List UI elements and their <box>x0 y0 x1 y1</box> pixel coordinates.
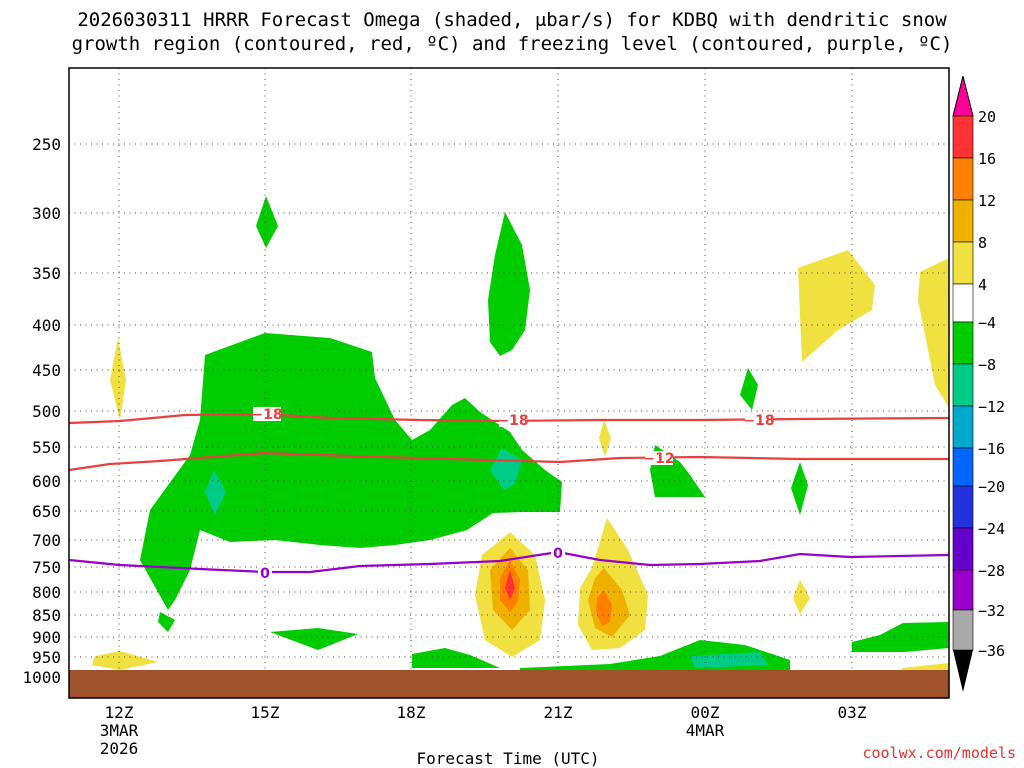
contour-label-minus18-b: −18 <box>497 413 528 429</box>
colorbar-label: −16 <box>978 440 1005 458</box>
y-tick-label: 350 <box>32 264 61 283</box>
colorbar-segment <box>952 157 974 201</box>
x-date-label: 4MAR <box>686 721 725 740</box>
omega-region-green-lower-right <box>852 622 949 652</box>
omega-region-green-sliver <box>158 612 175 632</box>
omega-region-yellow-edge-surface <box>902 663 949 672</box>
y-tick-label: 300 <box>32 204 61 223</box>
x-tick-label: 00Z <box>691 703 720 722</box>
colorbar-top-arrow <box>952 75 974 117</box>
omega-region-yellow-left <box>110 338 126 420</box>
colorbar-label: 16 <box>978 150 996 168</box>
y-tick-label: 800 <box>32 583 61 602</box>
colorbar-segment <box>952 199 974 243</box>
contour-label-minus18-c: −18 <box>743 413 774 429</box>
omega-region-green-surface-left <box>412 648 500 668</box>
omega-region-red-20z <box>505 570 515 600</box>
omega-region-yellow-02z <box>793 580 810 614</box>
colorbar-label: 12 <box>978 192 996 210</box>
y-tick-label: 750 <box>32 558 61 577</box>
colorbar-label: −24 <box>978 520 1005 538</box>
ground-terrain <box>69 670 949 698</box>
x-tick-label: 12Z <box>105 703 134 722</box>
y-tick-label: 950 <box>32 648 61 667</box>
colorbar-label: −32 <box>978 602 1005 620</box>
colorbar-label: −12 <box>978 398 1005 416</box>
y-tick-label: 500 <box>32 402 61 421</box>
omega-region-green-upper <box>488 212 530 356</box>
y-tick-label: 400 <box>32 316 61 335</box>
colorbar-segment <box>952 485 974 529</box>
contour-label-zero-a: 0 <box>260 566 270 582</box>
chart-title-line2: growth region (contoured, red, ºC) and f… <box>71 33 953 55</box>
y-tick-label: 900 <box>32 628 61 647</box>
colorbar-label: −4 <box>978 314 996 332</box>
colorbar-segment <box>952 363 974 407</box>
contour-line-minus18 <box>69 412 949 425</box>
y-tick-label: 450 <box>32 361 61 380</box>
omega-region-green-02z <box>791 462 808 515</box>
contour-label-minus12: −12 <box>643 451 674 467</box>
omega-region-main <box>140 333 562 610</box>
colorbar-bottom-arrow <box>953 650 973 692</box>
y-tick-label: 250 <box>32 135 61 154</box>
omega-region-yellow-upper-right <box>798 250 875 362</box>
contour-line-minus12 <box>69 451 949 472</box>
colorbar-label: −36 <box>978 642 1005 660</box>
colorbar-label: −28 <box>978 562 1005 580</box>
omega-region-green-diamond-15z <box>256 196 278 248</box>
colorbar-segment <box>952 609 974 651</box>
y-tick-label: 600 <box>32 472 61 491</box>
colorbar-segment <box>952 283 974 323</box>
colorbar-segment <box>952 241 974 285</box>
y-tick-label: 550 <box>32 438 61 457</box>
omega-region-yellow-surface <box>92 651 158 670</box>
colorbar-label: 20 <box>978 108 996 126</box>
colorbar-label: 8 <box>978 234 987 252</box>
colorbar: 20 16 12 8 4 −4 −8 −12 −16 −20 −24 −28 −… <box>952 75 1005 692</box>
x-date-label: 2026 <box>100 739 139 758</box>
x-axis: 12Z 15Z 18Z 21Z 00Z 03Z 3MAR 2026 4MAR F… <box>100 703 867 768</box>
y-tick-label: 650 <box>32 502 61 521</box>
credit-link[interactable]: coolwx.com/models <box>862 744 1016 762</box>
colorbar-segment <box>952 115 974 159</box>
contour-label-zero-b: 0 <box>553 546 563 562</box>
colorbar-segment <box>952 405 974 449</box>
y-tick-label: 1000 <box>22 668 61 687</box>
contour-line-freezing-level <box>69 550 949 574</box>
x-tick-label: 21Z <box>544 703 573 722</box>
omega-region-yellow-21z-small <box>599 420 611 457</box>
colorbar-label: −20 <box>978 478 1005 496</box>
omega-region-teal-20z <box>490 448 522 490</box>
y-tick-label: 850 <box>32 606 61 625</box>
x-tick-label: 03Z <box>838 703 867 722</box>
x-tick-label: 18Z <box>397 703 426 722</box>
colorbar-segment <box>952 321 974 365</box>
omega-region-yellow-edge <box>918 258 949 408</box>
plot-frame <box>68 67 950 699</box>
colorbar-segment <box>952 527 974 571</box>
colorbar-segment <box>952 447 974 487</box>
omega-region-teal-00z <box>690 652 768 668</box>
contour-label-minus18-a: −18 <box>251 407 282 423</box>
contour-labels: −18 −18 −18 −12 0 0 <box>251 407 775 582</box>
omega-region-teal-14z <box>205 470 226 515</box>
x-axis-title: Forecast Time (UTC) <box>416 749 599 768</box>
y-axis: 250 300 350 400 450 500 550 600 650 700 … <box>22 135 61 687</box>
chart-title-line1: 2026030311 HRRR Forecast Omega (shaded, … <box>77 9 947 31</box>
colorbar-label: −8 <box>978 356 996 374</box>
omega-region-orange-22z <box>596 590 612 626</box>
x-tick-label: 15Z <box>251 703 280 722</box>
omega-region-green-00z <box>740 368 758 410</box>
colorbar-label: 4 <box>978 276 987 294</box>
x-date-label: 3MAR <box>100 721 139 740</box>
omega-region-green-900 <box>270 628 358 650</box>
y-tick-label: 700 <box>32 531 61 550</box>
omega-shading <box>92 196 949 672</box>
colorbar-segment <box>952 569 974 611</box>
